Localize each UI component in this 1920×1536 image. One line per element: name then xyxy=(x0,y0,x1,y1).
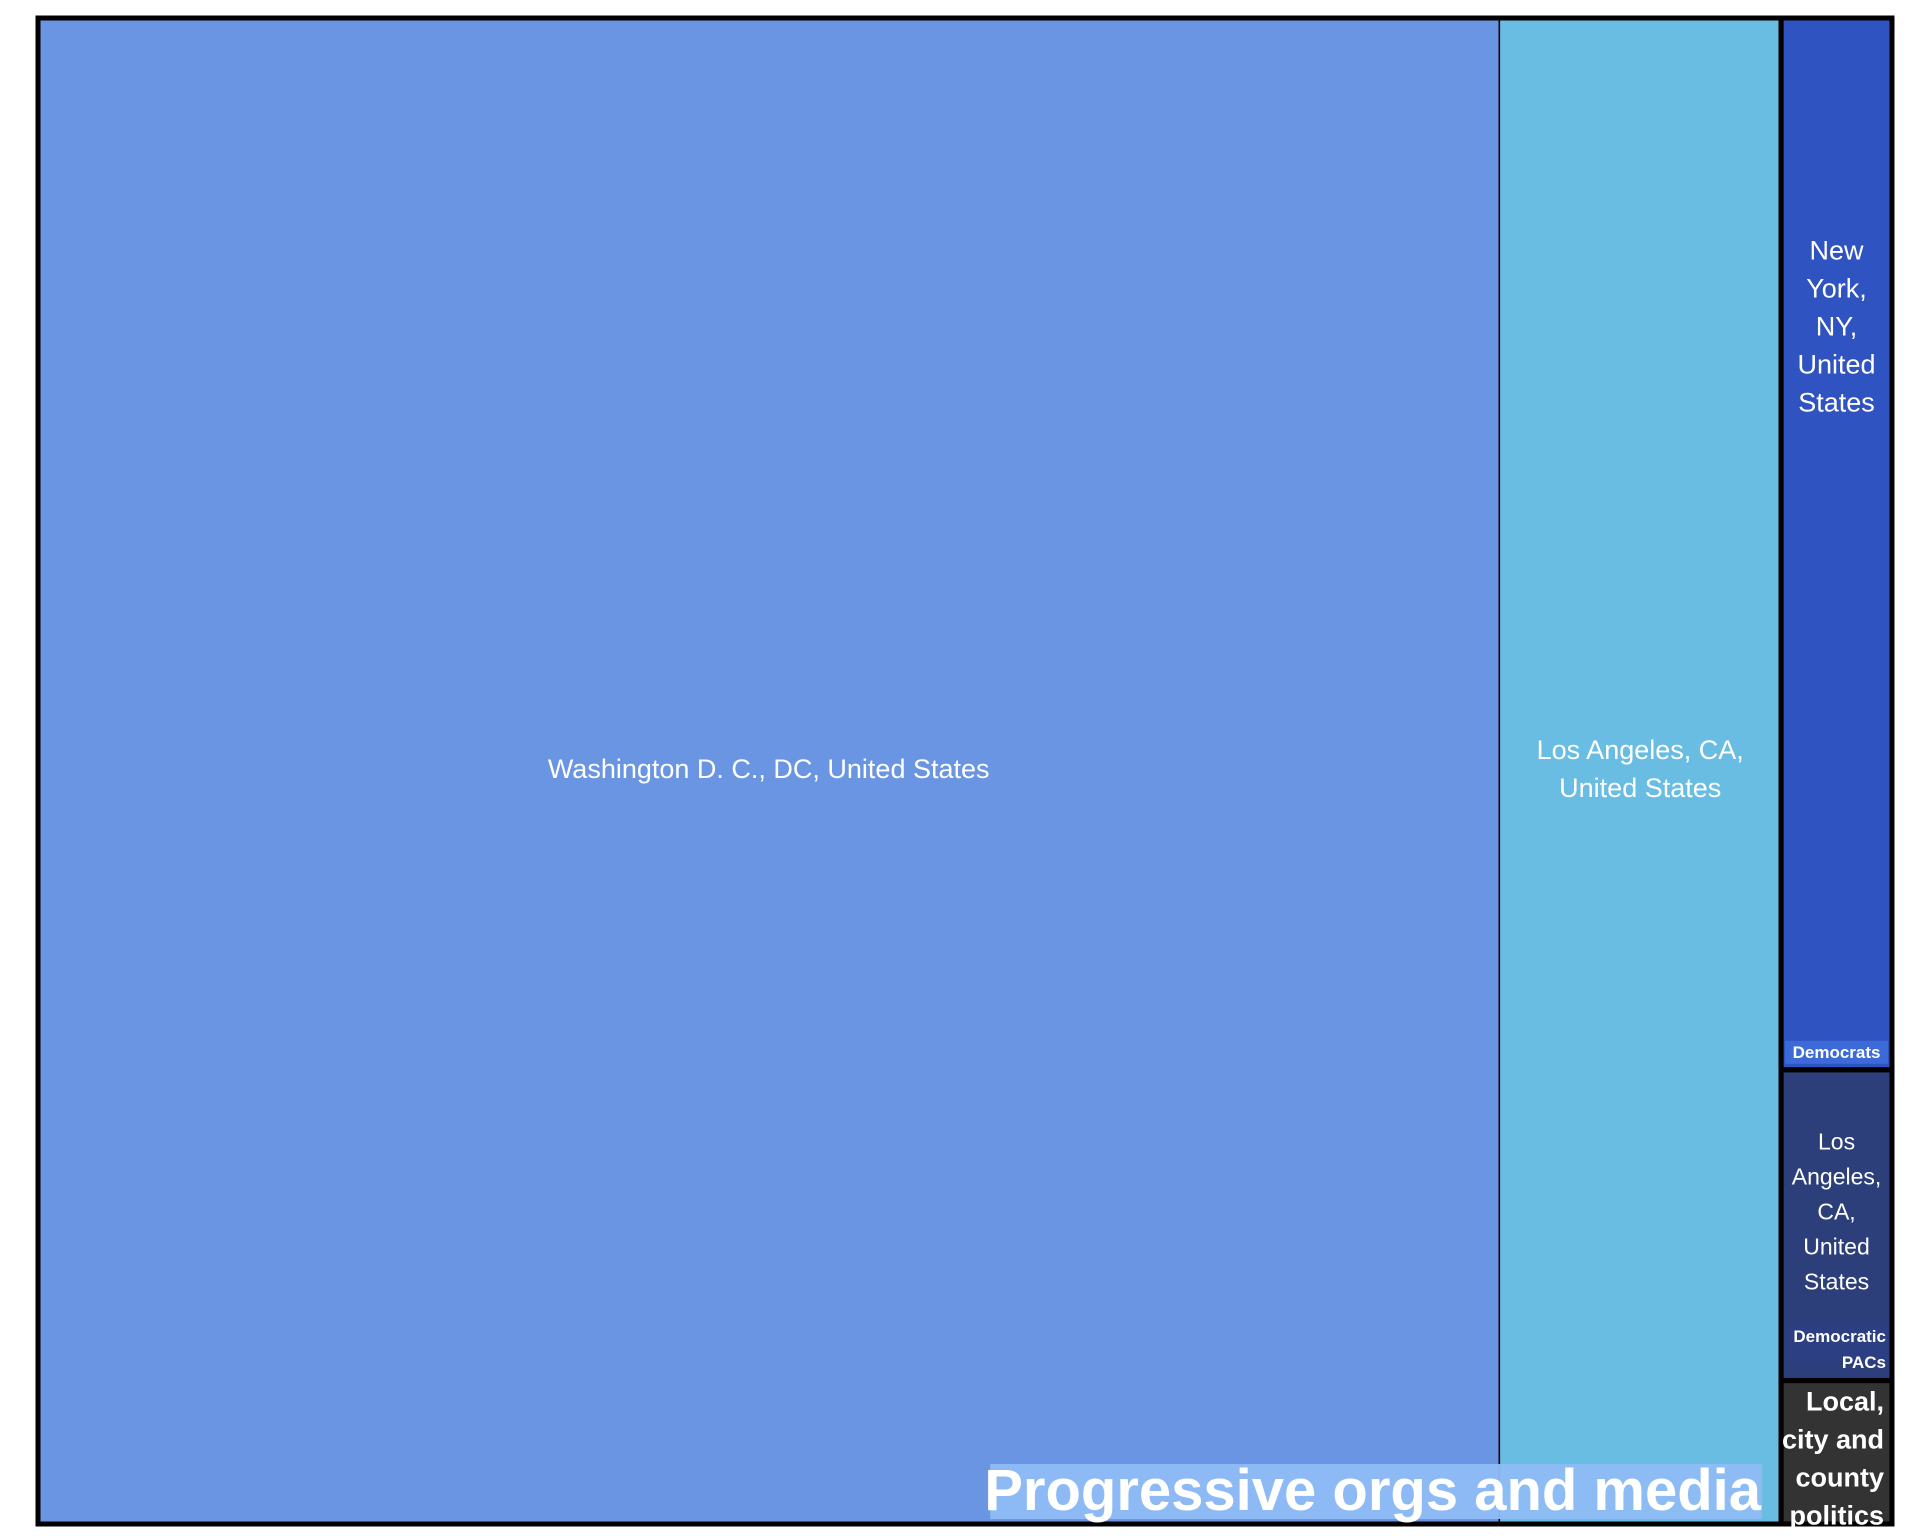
treemap-tile xyxy=(1780,17,1893,1071)
tile-label: Los Angeles, CA, United States xyxy=(1792,1128,1882,1294)
group-label: Democratic PACs xyxy=(1793,1327,1886,1372)
tile-label: Los Angeles, CA, United States xyxy=(1537,735,1744,803)
group-label-bg xyxy=(1785,1040,1888,1064)
treemap-tile xyxy=(37,17,1501,1525)
group-label: Local, city and county politics xyxy=(1782,1387,1884,1531)
group-borders xyxy=(35,15,1895,1527)
group-border xyxy=(1778,1378,1895,1527)
treemap-tile xyxy=(1498,17,1782,1525)
group-label: Progressive orgs and media xyxy=(984,1458,1762,1523)
group-labels: Washington D. C., DC, United States Los A… xyxy=(548,235,1888,1531)
tile-label: Washington D. C., DC, United States xyxy=(548,754,990,784)
group-label-bg xyxy=(1785,1325,1888,1362)
group-label-bg xyxy=(990,1464,1762,1519)
group-label: Democrats xyxy=(1793,1043,1881,1062)
tile-label: New York, NY, United States xyxy=(1798,235,1876,417)
treemap-tiles xyxy=(37,17,1893,1525)
treemap-tile xyxy=(1780,1379,1893,1525)
